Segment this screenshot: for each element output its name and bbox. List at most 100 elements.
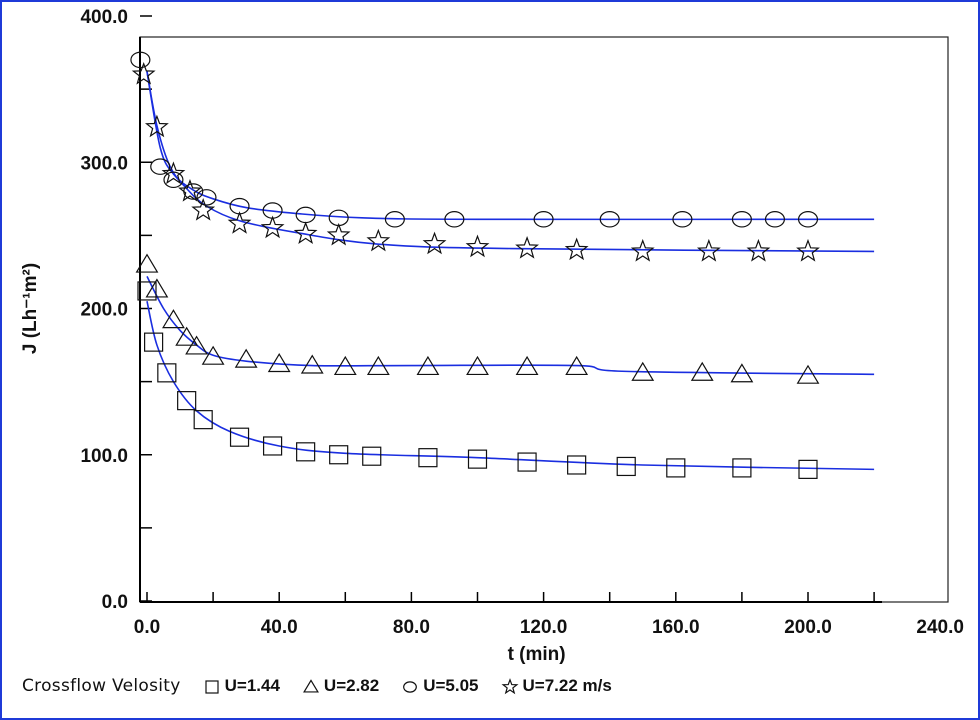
axes: [139, 37, 882, 603]
data-point: [564, 237, 589, 261]
data-point: [135, 253, 159, 273]
plot-area: [139, 36, 949, 603]
fit-curve: [146, 301, 875, 471]
series-circle: [130, 51, 819, 228]
data-point: [131, 61, 156, 85]
data-point: [300, 354, 324, 374]
legend-label: U=5.05: [423, 676, 479, 695]
data-point: [130, 51, 151, 69]
data-point: [696, 238, 721, 262]
data-point: [444, 211, 465, 228]
data-point: [161, 161, 186, 185]
x-tick-label: 200.0: [784, 617, 832, 638]
data-point: [731, 211, 752, 228]
legend-entry: U=1.44: [203, 676, 280, 696]
legend-entry: U=5.05: [401, 676, 479, 696]
legend-title: Crossflow Velosity: [22, 676, 181, 696]
data-point: [797, 211, 819, 228]
data-point: [796, 364, 820, 384]
y-axis-title: J (Lh⁻¹m²): [20, 263, 41, 354]
data-point: [672, 211, 693, 228]
legend-label: U=1.44: [224, 676, 280, 695]
circle-icon: [403, 681, 418, 693]
legend-marker: [501, 678, 519, 695]
square-icon: [205, 680, 219, 694]
data-point: [666, 458, 686, 478]
data-point: [178, 178, 202, 202]
data-point: [631, 361, 655, 381]
data-point: [329, 445, 349, 465]
data-point: [229, 427, 250, 447]
x-tick-label: 240.0: [916, 617, 964, 638]
legend-marker: [205, 680, 219, 694]
data-point: [326, 222, 351, 246]
plot-border: [139, 36, 949, 603]
fit-curves: [146, 71, 875, 471]
data-point: [234, 348, 258, 368]
data-point: [267, 353, 291, 373]
data-point: [296, 442, 316, 462]
x-tick-label: 120.0: [520, 617, 568, 638]
data-point: [764, 211, 785, 228]
data-point: [144, 114, 169, 138]
x-tick-label: 160.0: [652, 617, 700, 638]
data-point: [191, 197, 216, 221]
legend-entry: U=2.82: [302, 676, 379, 696]
data-point: [690, 361, 714, 381]
data-point: [418, 448, 438, 468]
data-point: [730, 363, 754, 383]
y-tick-label: 200.0: [80, 300, 128, 321]
data-point: [227, 211, 252, 234]
y-tick-label: 400.0: [80, 7, 128, 28]
data-point: [366, 228, 391, 252]
triangle-icon: [302, 679, 319, 693]
star-icon: [501, 678, 519, 695]
data-point: [366, 355, 390, 376]
legend-entry: U=7.22 m/s: [501, 676, 612, 696]
x-tick-label: 80.0: [393, 617, 430, 638]
data-point: [162, 309, 185, 329]
legend-label: U=2.82: [323, 676, 380, 695]
data-point: [798, 459, 818, 479]
data-point: [796, 238, 820, 262]
data-point: [137, 281, 157, 301]
data-point: [567, 455, 587, 475]
data-point: [150, 158, 171, 175]
legend-marker: [403, 681, 418, 693]
data-point: [175, 326, 199, 346]
data-point: [193, 410, 213, 430]
data-point: [163, 171, 184, 189]
data-point: [466, 355, 489, 376]
data-point: [515, 236, 539, 259]
data-point: [517, 452, 537, 472]
y-tick-label: 300.0: [80, 153, 128, 174]
data-point: [201, 345, 225, 365]
data-point: [467, 449, 488, 469]
x-tick-label: 40.0: [261, 617, 298, 638]
data-point: [196, 189, 217, 206]
fit-curve: [146, 71, 875, 221]
data-point: [333, 355, 357, 376]
data-point: [262, 436, 283, 456]
data-point: [732, 458, 752, 478]
data-point: [533, 211, 554, 228]
legend-label: U=7.22 m/s: [522, 676, 612, 695]
fit-curve: [146, 275, 875, 376]
data-point: [515, 355, 539, 376]
data-point: [416, 355, 440, 376]
data-point: [422, 231, 447, 255]
data-point: [177, 391, 197, 411]
data-point: [185, 335, 208, 355]
fit-curve: [146, 71, 875, 253]
data-point: [362, 446, 382, 466]
x-axis-title: t (min): [508, 644, 566, 665]
data-point: [157, 363, 177, 383]
data-markers: [130, 51, 820, 479]
data-point: [630, 238, 655, 262]
data-point: [565, 355, 589, 376]
y-tick-label: 0.0: [102, 592, 128, 613]
x-tick-label: 0.0: [134, 617, 160, 638]
y-tick-label: 100.0: [80, 446, 128, 467]
data-point: [746, 238, 771, 262]
series-square: [137, 281, 818, 479]
